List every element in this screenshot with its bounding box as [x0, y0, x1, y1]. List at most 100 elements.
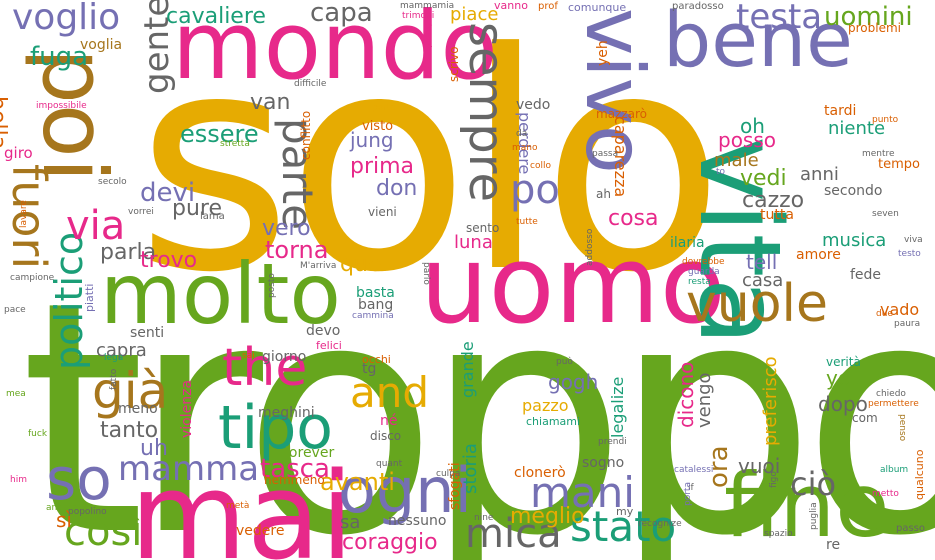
word-secolo: secolo	[98, 177, 127, 187]
word-mai: mai	[130, 448, 354, 560]
word-tipo: tipo	[218, 393, 333, 463]
word-bang: bang	[358, 297, 394, 313]
word-piatti: piatti	[83, 283, 96, 312]
word-sai: sai	[242, 351, 255, 361]
word-fatto: fatto	[109, 368, 119, 390]
word-mondo: mondo	[172, 0, 498, 101]
word-cammina: cammina	[352, 311, 394, 321]
word-grande: grande	[458, 341, 477, 398]
word-vedo: vedo	[516, 97, 551, 113]
word-molto: molto	[100, 245, 341, 343]
word-andare: andare	[46, 503, 78, 513]
word-com: com	[852, 411, 878, 425]
word-culpa: culpa	[436, 469, 461, 479]
word-prima: prima	[350, 154, 415, 179]
word-sempre: sempre	[458, 22, 514, 202]
word-guarda: guarda	[688, 267, 720, 277]
word-cosi: così	[64, 509, 143, 555]
word-spazio: spazio	[764, 529, 793, 539]
word-senti: senti	[130, 325, 165, 341]
word-chiamami: chiamami	[526, 415, 581, 428]
word-collo: collo	[530, 161, 551, 171]
word-sento: sento	[466, 221, 500, 235]
word-penso: penso	[897, 414, 907, 442]
word-vero: vero	[262, 216, 311, 241]
word-vengo: vengo	[694, 372, 715, 428]
word-oh: oh	[740, 114, 765, 138]
word-tanto: tanto	[100, 418, 159, 443]
word-campione: campione	[10, 273, 55, 283]
word-catalessi: catalessi	[674, 465, 714, 475]
word-him: him	[10, 475, 27, 485]
word-clonero: clonerò	[514, 465, 566, 481]
word-ogni: ogni	[338, 454, 472, 527]
word-capa: capa	[310, 0, 373, 28]
word-pure: pure	[172, 196, 223, 221]
word-lama: lama	[200, 211, 225, 222]
word-occhi: occhi	[362, 353, 391, 366]
word-visto: visto	[362, 119, 394, 134]
word-and: and	[350, 368, 430, 417]
word-hemmeno: hemmeno	[264, 473, 325, 487]
word-meta: metà	[226, 501, 250, 511]
word-scrivo: scrivo	[447, 46, 461, 82]
word-puglia: puglia	[809, 502, 819, 530]
word-comunque: comunque	[568, 1, 627, 14]
word-the: the	[222, 338, 308, 398]
word-cio: ciò	[790, 465, 837, 503]
word-fuga: fuga	[30, 42, 89, 72]
word-re: re	[826, 537, 841, 553]
word-meghini: meghini	[258, 405, 315, 421]
word-bene: bene	[663, 0, 853, 84]
word-marriva: M'arriva	[300, 261, 337, 271]
word-passa: passa	[592, 149, 619, 159]
word-basta: basta	[356, 285, 395, 301]
word-recognize: recognize	[638, 519, 682, 529]
word-paradosso: paradosso	[672, 1, 724, 12]
word-troppo: troppo	[20, 234, 935, 560]
word-meno: meno	[118, 401, 158, 417]
word-mano: mano	[512, 143, 538, 153]
word-vuoi: vuoi	[738, 454, 781, 478]
word-parla: parla	[100, 240, 157, 265]
word-popolino: popolino	[68, 507, 107, 517]
word-amore: amore	[796, 247, 841, 263]
word-testa: testa	[736, 0, 823, 37]
word-nine: nine	[474, 513, 494, 523]
word-sogno: sogno	[582, 455, 625, 471]
word-due: due	[876, 309, 893, 319]
word-posto: posto	[267, 273, 277, 298]
word-mani: mani	[530, 468, 635, 517]
word-mica: mica	[465, 511, 562, 557]
word-qualcuno: qualcuno	[913, 449, 926, 500]
word-conflitto: conflitto	[299, 110, 313, 160]
word-lavare: lavare	[19, 200, 29, 228]
word-impossibile: impossibile	[36, 101, 87, 111]
word-passo: passo	[896, 523, 926, 534]
word-resta: resta	[688, 277, 711, 287]
word-seven: seven	[872, 209, 899, 219]
word-you: you	[826, 366, 863, 390]
word-addosso: addosso	[585, 228, 595, 266]
word-lega: lega	[104, 353, 124, 363]
word-permettere: permettere	[868, 399, 919, 409]
word-paura: paura	[894, 319, 921, 329]
word-my: my	[616, 505, 634, 518]
word-fine: fine	[724, 454, 890, 557]
word-ne: né	[380, 413, 398, 429]
word-bella: bella	[0, 96, 10, 150]
word-chiedo: chiedo	[876, 389, 906, 399]
word-puo: può	[556, 357, 573, 367]
word-album: album	[880, 465, 909, 475]
word-to: to	[716, 167, 726, 177]
word-yeh: yeh	[595, 40, 611, 66]
word-violenza: violenza	[179, 379, 195, 438]
word-po: po	[510, 167, 560, 213]
word-quant: quant	[376, 459, 403, 469]
word-trovo: trovo	[140, 248, 198, 273]
word-coraggio: coraggio	[342, 530, 438, 555]
word-si: sì	[56, 508, 72, 532]
word-essere: essere	[180, 120, 259, 148]
word-fuori: fuori	[2, 164, 56, 270]
